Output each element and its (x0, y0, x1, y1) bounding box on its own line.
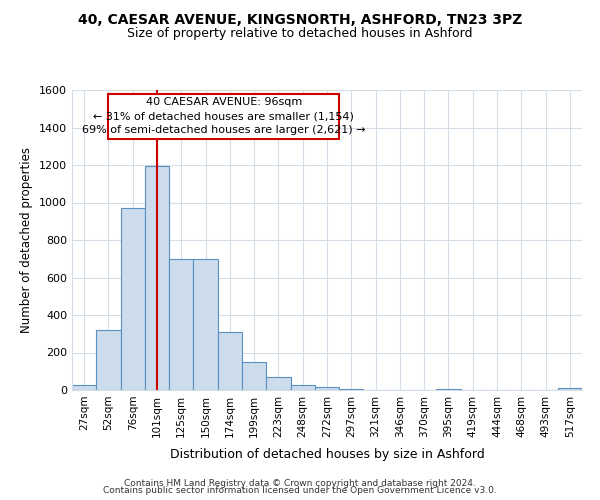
Bar (121, 208, 145, 390)
Text: Contains HM Land Registry data © Crown copyright and database right 2024.: Contains HM Land Registry data © Crown c… (124, 478, 476, 488)
Text: Size of property relative to detached houses in Ashford: Size of property relative to detached ho… (127, 28, 473, 40)
Text: 40, CAESAR AVENUE, KINGSNORTH, ASHFORD, TN23 3PZ: 40, CAESAR AVENUE, KINGSNORTH, ASHFORD, … (78, 12, 522, 26)
Bar (266, 377, 290, 390)
Bar (242, 362, 266, 390)
Bar (315, 387, 339, 390)
Bar (72, 386, 96, 390)
Text: 40 CAESAR AVENUE: 96sqm
← 31% of detached houses are smaller (1,154)
69% of semi: 40 CAESAR AVENUE: 96sqm ← 31% of detache… (82, 97, 365, 135)
FancyBboxPatch shape (109, 94, 339, 138)
Bar (218, 332, 242, 390)
Text: Contains public sector information licensed under the Open Government Licence v3: Contains public sector information licen… (103, 486, 497, 495)
Bar (96, 330, 121, 390)
Y-axis label: Number of detached properties: Number of detached properties (20, 147, 34, 333)
Bar (290, 386, 315, 390)
Bar (193, 259, 218, 390)
Bar (558, 388, 582, 390)
Bar (169, 259, 193, 390)
Bar (339, 389, 364, 390)
Bar (145, 166, 169, 390)
Bar (436, 389, 461, 390)
X-axis label: Distribution of detached houses by size in Ashford: Distribution of detached houses by size … (170, 448, 484, 461)
